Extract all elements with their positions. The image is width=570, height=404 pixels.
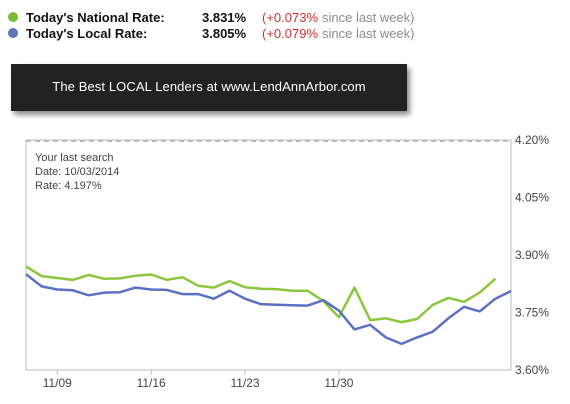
y-tick-label: 3.90%	[515, 248, 549, 262]
national-rate-change: (+0.073%	[262, 9, 319, 25]
local-rate-change: (+0.079%	[262, 25, 319, 41]
x-tick-label: 11/09	[43, 376, 72, 390]
local-rate-row: Today's Local Rate: 3.805% (+0.079% sinc…	[8, 25, 415, 41]
local-rate-since: since last week)	[322, 25, 415, 41]
local-rate-label: Today's Local Rate:	[26, 25, 148, 41]
national-rate-row: Today's National Rate: 3.831% (+0.073% s…	[8, 9, 415, 25]
y-tick-label: 3.75%	[515, 306, 549, 320]
national-rate-label: Today's National Rate:	[26, 9, 165, 25]
national-rate-line	[25, 265, 497, 324]
local-rate-value: 3.805%	[202, 25, 247, 41]
banner-text: The Best LOCAL Lenders at www.LendAnnArb…	[52, 79, 366, 94]
national-rate-value: 3.831%	[202, 9, 247, 25]
annotation-line-1: Your last search	[35, 152, 113, 164]
annotation-line-3: Rate: 4.197%	[35, 180, 102, 192]
y-tick-label: 4.20%	[515, 133, 549, 147]
x-tick-label: 11/23	[230, 376, 259, 390]
annotation-line-2: Date: 10/03/2014	[35, 166, 119, 178]
national-rate-since: since last week)	[322, 9, 415, 25]
plot-frame	[25, 139, 512, 371]
national-legend-dot-icon	[8, 12, 18, 22]
y-tick-label: 4.05%	[515, 191, 549, 205]
x-tick-label: 11/16	[137, 376, 166, 390]
x-tick-label: 11/30	[324, 376, 353, 390]
local-legend-dot-icon	[8, 28, 18, 38]
y-tick-label: 3.60%	[515, 363, 549, 377]
lender-banner[interactable]: The Best LOCAL Lenders at www.LendAnnArb…	[11, 64, 407, 111]
local-rate-line	[25, 273, 512, 346]
